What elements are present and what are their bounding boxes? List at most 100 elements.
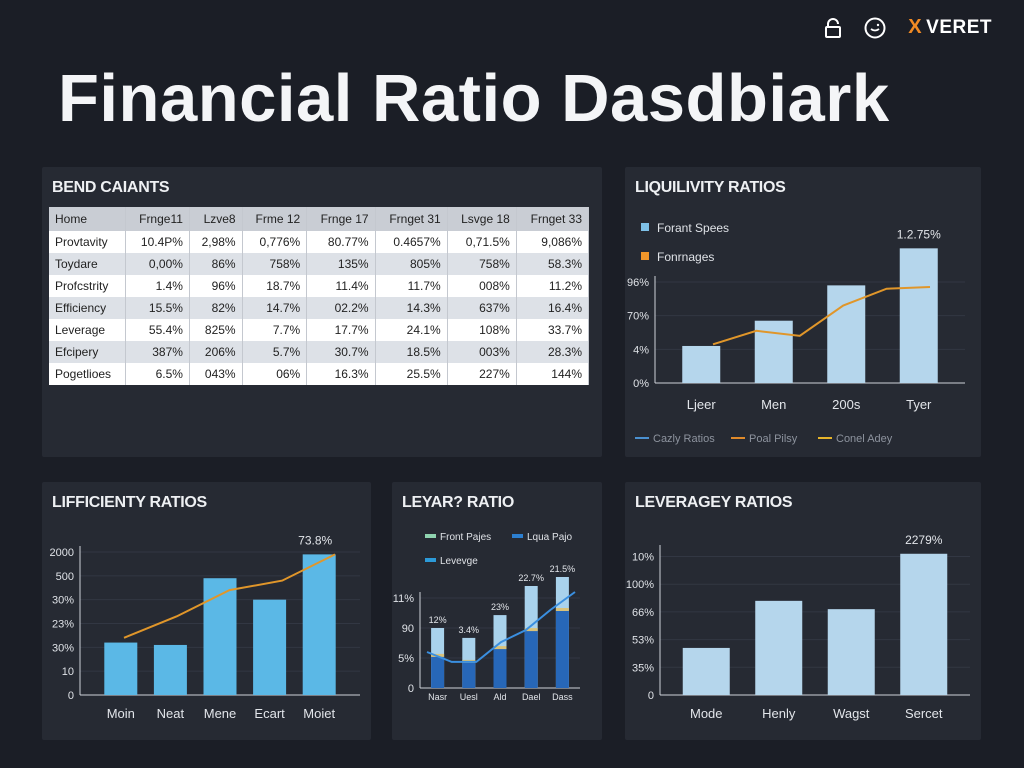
table-cell: 15.5% [125, 297, 190, 319]
table-cell: 96% [189, 275, 243, 297]
column-header: Frme 12 [242, 207, 308, 231]
data-label: 22.7% [518, 573, 544, 583]
table-cell: 6.5% [125, 363, 190, 385]
column-header: Frnget 31 [375, 207, 448, 231]
data-label: 2279% [905, 533, 943, 547]
table-header-row: Home Frnge11 Lzve8 Frme 12 Frnge 17 Frnget 31… [49, 207, 590, 231]
bar-lower-segment [524, 630, 538, 688]
table-row: Provtavity 10.4P% 2,98% 0,776% 80.77% 0.4657%… [49, 231, 590, 253]
bar [302, 554, 336, 695]
table-row: Efcipery 387% 206% 5.7% 30.7% 18.5% 003% 28.3% [49, 341, 590, 363]
x-tick-label: Men [761, 397, 786, 412]
y-tick-label: 11% [393, 593, 414, 605]
table-cell: 14.3% [375, 297, 448, 319]
trend-line [712, 286, 931, 346]
table-panel: BEND CAIANTS Home Frnge11 Lzve8 Frme 12 Frng… [42, 167, 602, 457]
x-tick-label: Moin [107, 706, 135, 721]
x-tick-label: Dael [522, 692, 541, 702]
table-panel-title: BEND CAIANTS [52, 179, 170, 196]
column-header: Lzve8 [189, 207, 243, 231]
row-label: Provtavity [49, 231, 127, 253]
y-tick-label: 23% [52, 619, 74, 631]
table-cell: 06% [242, 363, 308, 385]
x-tick-label: Henly [762, 706, 796, 721]
x-tick-label: Mene [204, 706, 237, 721]
data-label: 23% [491, 602, 509, 612]
y-tick-label: 35% [632, 662, 654, 674]
column-header: Frnget 33 [516, 207, 590, 231]
row-label: Efcipery [49, 341, 127, 363]
top-bar: X VERET [824, 16, 992, 39]
table-cell: 637% [447, 297, 517, 319]
legend-label: Conel Adey [836, 433, 893, 445]
table-cell: 02.2% [306, 297, 376, 319]
bar-divider [524, 628, 538, 632]
table-cell: 17.7% [306, 319, 376, 341]
legend-label: Lqua Pajo [527, 532, 572, 543]
table-cell: 144% [516, 363, 590, 385]
lock-icon[interactable] [824, 17, 842, 38]
x-tick-label: Neat [157, 706, 185, 721]
liquidity-panel: LIQUILIVITY RATIOS 0% 4% 70% 96% Ljeer Men 200… [625, 167, 981, 457]
page-title: Financial Ratio Dasdbiark [58, 61, 890, 136]
efficiency-chart: 0 10 30% 23% 30% 500 2000 Moin Neat Mene Ecart Moie… [50, 533, 360, 721]
bar-lower-segment [462, 661, 476, 688]
bar [253, 599, 287, 695]
ratio-table: Home Frnge11 Lzve8 Frme 12 Frnge 17 Frnget 31… [49, 207, 590, 385]
legend-label: Cazly Ratios [653, 433, 715, 445]
table-cell: 1.4% [125, 275, 190, 297]
liquidity-title: LIQUILIVITY RATIOS [635, 179, 786, 196]
y-tick-label: 96% [627, 277, 649, 289]
data-label: 3.4% [459, 625, 480, 635]
table-cell: 80.77% [306, 231, 376, 253]
table-cell: 0,00% [125, 253, 190, 275]
table-cell: 30.7% [306, 341, 376, 363]
table-cell: 0.4657% [375, 231, 448, 253]
y-tick-label: 4% [633, 344, 649, 356]
bar [900, 553, 948, 695]
bar [754, 320, 793, 383]
table-row: Leverage 55.4% 825% 7.7% 17.7% 24.1% 108% 33.7% [49, 319, 590, 341]
y-tick-label: 10 [62, 666, 74, 678]
legend-label: Fonrnages [657, 250, 714, 264]
legend-label: Front Pajes [440, 532, 491, 543]
row-label: Profcstrity [49, 275, 127, 297]
brand-logo[interactable]: X VERET [908, 16, 992, 39]
table-cell: 135% [306, 253, 376, 275]
table-row: Pogetlioes 6.5% 043% 06% 16.3% 25.5% 227% 144% [49, 363, 590, 385]
table-cell: 108% [447, 319, 517, 341]
table-row: Profcstrity 1.4% 96% 18.7% 11.4% 11.7% 008% 11.… [49, 275, 590, 297]
x-tick-label: 200s [832, 397, 861, 412]
table-cell: 11.4% [306, 275, 376, 297]
leyar-chart: 0 5% 90 11% Nasr 12% Uesl 3.4% Ald 23% Dael 22.7% Da… [393, 532, 580, 702]
leyar-title: LEYAR? RATIO [402, 494, 514, 511]
trend-line [426, 591, 576, 663]
y-tick-label: 90 [402, 623, 414, 635]
legend-swatch [641, 252, 649, 260]
y-tick-label: 30% [52, 595, 74, 607]
table-row: Efficiency 15.5% 82% 14.7% 02.2% 14.3% 637% 16.… [49, 297, 590, 319]
brand-mark: X [908, 16, 923, 38]
y-tick-label: 2000 [50, 547, 74, 559]
table-cell: 14.7% [242, 297, 308, 319]
table-cell: 55.4% [125, 319, 190, 341]
bar [827, 609, 875, 695]
table-cell: 043% [189, 363, 243, 385]
table-cell: 18.5% [375, 341, 448, 363]
table-cell: 18.7% [242, 275, 308, 297]
smiley-icon[interactable] [864, 17, 886, 39]
table-cell: 008% [447, 275, 517, 297]
y-tick-label: 66% [632, 607, 654, 619]
legend-label: Forant Spees [657, 221, 729, 235]
table-cell: 227% [447, 363, 517, 385]
x-tick-label: Wagst [833, 706, 870, 721]
x-tick-label: Moiet [303, 706, 335, 721]
x-tick-label: Ald [493, 692, 506, 702]
y-tick-label: 53% [632, 635, 654, 647]
table-cell: 86% [189, 253, 243, 275]
table-cell: 805% [375, 253, 448, 275]
table-cell: 11.7% [375, 275, 448, 297]
bar [682, 345, 721, 383]
legend-swatch [641, 223, 649, 231]
table-cell: 25.5% [375, 363, 448, 385]
